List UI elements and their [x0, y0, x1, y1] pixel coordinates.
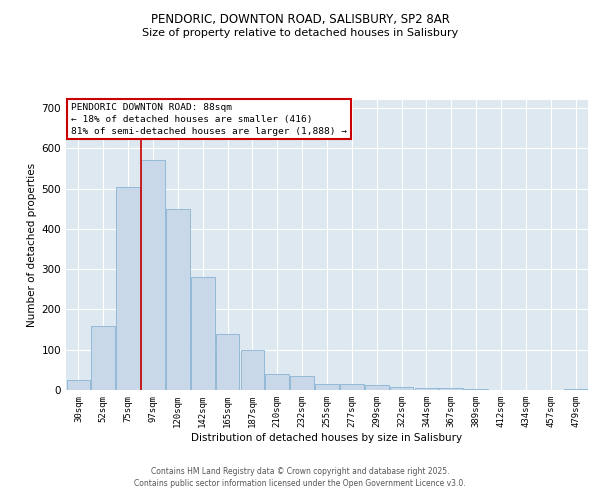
Text: PENDORIC DOWNTON ROAD: 88sqm
← 18% of detached houses are smaller (416)
81% of s: PENDORIC DOWNTON ROAD: 88sqm ← 18% of de… [71, 103, 347, 136]
Bar [241, 350, 264, 390]
Y-axis label: Number of detached properties: Number of detached properties [28, 163, 37, 327]
Bar [315, 384, 339, 390]
Bar [365, 385, 389, 390]
Bar [166, 209, 190, 390]
Bar [216, 334, 239, 390]
Bar [116, 186, 140, 390]
Text: Size of property relative to detached houses in Salisbury: Size of property relative to detached ho… [142, 28, 458, 38]
Text: Contains HM Land Registry data © Crown copyright and database right 2025.
Contai: Contains HM Land Registry data © Crown c… [134, 466, 466, 487]
Bar [141, 160, 165, 390]
Bar [415, 388, 438, 390]
Bar [564, 389, 587, 390]
Bar [191, 277, 215, 390]
Bar [91, 326, 115, 390]
X-axis label: Distribution of detached houses by size in Salisbury: Distribution of detached houses by size … [191, 432, 463, 442]
Text: PENDORIC, DOWNTON ROAD, SALISBURY, SP2 8AR: PENDORIC, DOWNTON ROAD, SALISBURY, SP2 8… [151, 12, 449, 26]
Bar [439, 388, 463, 390]
Bar [340, 384, 364, 390]
Bar [290, 376, 314, 390]
Bar [464, 389, 488, 390]
Bar [390, 387, 413, 390]
Bar [67, 380, 90, 390]
Bar [265, 374, 289, 390]
